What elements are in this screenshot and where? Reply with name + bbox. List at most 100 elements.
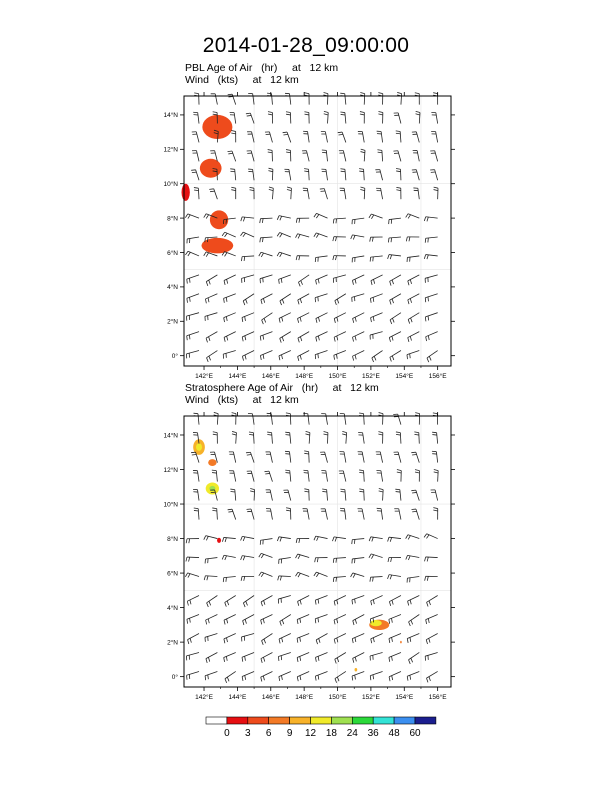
wind-barb-feather [187, 252, 191, 257]
wind-barb [397, 112, 402, 124]
map-panel-1: 142°E 144°E 146°E 148°E 150°E 152°E 154°E 156°E… [163, 92, 455, 380]
wind-barb-feather [240, 536, 243, 541]
wind-barb [187, 250, 200, 257]
wind-barb-feather [297, 318, 300, 323]
y-tick-label: 2°N [167, 638, 178, 646]
wind-barb-feather [354, 335, 357, 341]
wind-barb [297, 671, 310, 678]
colorbar-swatch [226, 716, 249, 725]
wind-barb-feather [223, 337, 226, 342]
wind-barb [389, 293, 402, 301]
panel1-title: PBL Age of Air (hr) at 12 km [185, 62, 339, 74]
wind-barb-feather [360, 186, 365, 189]
wind-barb-feather [335, 236, 337, 242]
wind-barb [261, 633, 273, 641]
wind-barb [370, 536, 383, 539]
wind-barb-feather [336, 618, 339, 624]
wind-barb [197, 508, 200, 520]
wind-barb [242, 555, 255, 558]
panel2-subtitle: Wind (kts) at 12 km [185, 394, 299, 406]
wind-barb-feather [264, 470, 270, 473]
wind-barb [334, 671, 347, 679]
wind-barb-feather [391, 675, 394, 681]
wind-barb [418, 432, 420, 444]
wind-barb-feather [268, 188, 274, 192]
wind-barb [425, 274, 438, 279]
y-tick-label: 6°N [167, 249, 178, 257]
wind-barb [370, 595, 383, 602]
wind-barb [334, 633, 347, 640]
wind-barb-feather [427, 315, 430, 321]
wind-barb-feather [213, 412, 219, 415]
wind-barb-feather [378, 412, 384, 415]
wind-barb-feather [395, 132, 401, 135]
wind-barb-feather [387, 557, 390, 563]
wind-barb [289, 451, 292, 463]
wind-barb [316, 232, 328, 238]
wind-barb [214, 93, 218, 105]
x-tick-label: 148°E [295, 372, 313, 380]
wind-barb-feather [391, 336, 394, 341]
wind-barb-feather [426, 556, 429, 562]
wind-barb-feather [433, 509, 438, 512]
map-frame [183, 95, 452, 367]
wind-barb-feather [263, 298, 266, 303]
wind-barb-feather [371, 214, 375, 219]
wind-barb-feather [315, 279, 317, 285]
wind-barb-feather [317, 353, 319, 359]
wind-barb-feather [185, 556, 188, 562]
wind-barb-feather [242, 536, 246, 542]
wind-barb-feather [395, 433, 401, 436]
wind-barb [308, 432, 311, 444]
wind-barb [333, 350, 347, 356]
wind-barb-feather [279, 216, 283, 221]
wind-barb-feather [388, 337, 391, 342]
wind-barb-feather [428, 600, 431, 606]
wind-barb-feather [242, 555, 246, 561]
wind-barb [252, 169, 255, 181]
wind-barb [278, 350, 291, 357]
wind-barb [297, 233, 310, 238]
wind-barb-feather [340, 488, 345, 491]
wind-barb-feather [409, 637, 412, 642]
wind-barb [197, 470, 200, 482]
wind-barb [223, 312, 236, 318]
colorbar-label: 12 [305, 728, 317, 739]
wind-barb-feather [231, 189, 236, 191]
wind-barb [306, 508, 310, 520]
wind-barb-feather [222, 577, 225, 583]
wind-barb [325, 169, 328, 181]
wind-barb-feather [281, 637, 284, 643]
shaded-region [400, 640, 402, 644]
wind-barb-feather [415, 110, 421, 113]
wind-barb-feather [315, 639, 318, 645]
wind-barb [425, 254, 438, 257]
wind-barb [250, 452, 255, 463]
wind-barb-feather [206, 575, 209, 581]
wind-barb [243, 595, 255, 604]
wind-barb-feather [242, 356, 244, 361]
wind-barb-feather [411, 451, 416, 454]
wind-barb [278, 215, 291, 219]
wind-barb [333, 576, 346, 578]
wind-barb [223, 537, 236, 539]
colorbar-label: 24 [347, 728, 359, 739]
wind-barb [250, 508, 255, 520]
wind-barb-feather [277, 575, 280, 581]
wind-barb-feather [297, 554, 301, 559]
wind-barb [315, 633, 328, 641]
wind-barb [325, 470, 328, 482]
wind-barb-feather [267, 151, 273, 154]
wind-barb [407, 255, 420, 258]
wind-barb [214, 150, 218, 162]
wind-barb-feather [297, 601, 300, 606]
wind-barb-feather [286, 507, 291, 509]
wind-barb-feather [408, 555, 411, 561]
wind-barb-feather [409, 353, 411, 359]
wind-barb-feather [283, 133, 288, 136]
wind-barb-feather [336, 599, 339, 605]
wind-barb-feather [212, 507, 217, 509]
wind-barb-feather [411, 489, 416, 492]
wind-barb-feather [268, 186, 274, 189]
wind-barb [361, 131, 365, 143]
